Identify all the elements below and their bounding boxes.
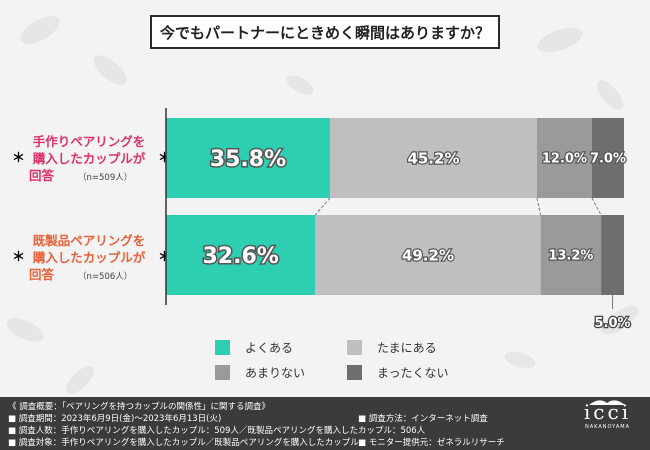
connector-line	[591, 197, 602, 216]
footer-line: ■ 調査期間：2023年6月9日(金)〜2023年6月13日(火)	[8, 414, 222, 424]
row-label-line3: 回答	[29, 168, 55, 183]
data-label: 13.2%	[548, 249, 593, 264]
bar-segment	[315, 215, 541, 295]
data-label: 35.8%	[210, 147, 286, 172]
chart-title: 今でもパートナーにときめく瞬間はありますか？	[150, 15, 500, 49]
footer-line: 《 調査概要：「ペアリングを持つカップルの関係性」に関する調査》	[8, 402, 270, 412]
data-label: 7.0%	[590, 152, 626, 167]
connector-line	[314, 197, 331, 216]
asterisk-left-2: ＊	[12, 250, 26, 265]
row-label-n: （n=506人）	[78, 272, 133, 282]
data-label: 12.0%	[542, 152, 587, 167]
footer-line: ■ モニター提供元：ゼネラルリサーチ	[358, 438, 505, 448]
connector-line	[536, 197, 542, 216]
brand-logo: icci NAKANOYAMA	[575, 380, 640, 446]
legend-swatch	[347, 365, 362, 380]
logo-sub: NAKANOYAMA	[585, 424, 630, 430]
footer-line: ■ 調査人数：手作りペアリングを購入したカップル：509人／既製品ペアリングを購…	[8, 426, 426, 436]
crown-logo-icon	[589, 400, 625, 405]
bar-segment	[540, 215, 602, 295]
legend-label: よくある	[245, 341, 294, 355]
row-label-line2: 購入したカップルが	[32, 151, 146, 166]
legend-label: あまりない	[245, 366, 306, 380]
survey-details-right: ■ 調査方法：インターネット調査 ■ モニター提供元：ゼネラルリサーチ	[358, 413, 505, 449]
data-label: 5.0%	[595, 316, 631, 331]
survey-details-left: 《 調査概要：「ペアリングを持つカップルの関係性」に関する調査》 ■ 調査期間：…	[8, 401, 425, 449]
bar-segment	[166, 215, 316, 295]
bar-segment	[329, 118, 537, 198]
data-label: 45.2%	[407, 149, 459, 167]
row-label-handmade: ＊ ＊ 手作りペアリングを 購入したカップルが 回答 （n=509人）	[12, 133, 171, 187]
row-label-line2: 購入したカップルが	[32, 250, 146, 265]
legend-label: たまにある	[377, 341, 437, 355]
row-label-line1: 既製品ペアリングを	[32, 233, 146, 248]
row-label-readymade: ＊ ＊ 既製品ペアリングを 購入したカップルが 回答 （n=506人）	[12, 232, 171, 286]
legend-swatch	[347, 340, 362, 355]
bar-segment	[536, 118, 592, 198]
footer-line: ■ 調査対象：手作りペアリングを購入したカップル／既製品ペアリングを購入したカッ…	[8, 438, 359, 448]
bar-segment	[601, 215, 624, 295]
survey-footer: 《 調査概要：「ペアリングを持つカップルの関係性」に関する調査》 ■ 調査期間：…	[0, 397, 650, 450]
row-label-line3: 回答	[29, 267, 55, 282]
footer-line	[358, 425, 505, 437]
row-label-n: （n=509人）	[78, 173, 133, 183]
data-label: 49.2%	[402, 246, 454, 264]
legend-label: まったくない	[377, 366, 449, 380]
footer-line: ■ 調査方法：インターネット調査	[358, 414, 488, 424]
bar-segment	[591, 118, 624, 198]
row-label-line1: 手作りペアリングを	[32, 134, 146, 149]
asterisk-left-1: ＊	[12, 151, 26, 166]
legend-swatch	[215, 365, 230, 380]
bar-segment	[166, 118, 330, 198]
data-label: 32.6%	[202, 244, 278, 269]
legend-swatch	[215, 340, 230, 355]
